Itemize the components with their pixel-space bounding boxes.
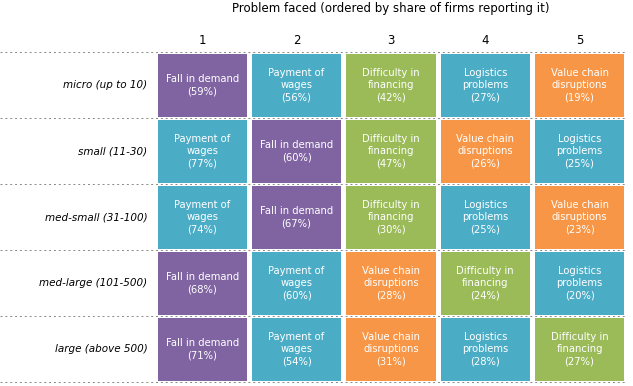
FancyBboxPatch shape <box>346 252 436 315</box>
Text: Payment of
wages
(77%): Payment of wages (77%) <box>174 134 230 168</box>
Text: Logistics
problems
(27%): Logistics problems (27%) <box>462 68 508 102</box>
FancyBboxPatch shape <box>441 252 530 315</box>
Text: 3: 3 <box>387 34 394 47</box>
Text: Fall in demand
(59%): Fall in demand (59%) <box>166 74 239 96</box>
FancyBboxPatch shape <box>252 186 341 249</box>
FancyBboxPatch shape <box>346 120 436 183</box>
Text: 2: 2 <box>293 34 300 47</box>
Text: Value chain
disruptions
(26%): Value chain disruptions (26%) <box>456 134 514 168</box>
Text: Value chain
disruptions
(23%): Value chain disruptions (23%) <box>551 200 608 234</box>
Text: Logistics
problems
(20%): Logistics problems (20%) <box>556 266 603 300</box>
FancyBboxPatch shape <box>535 186 624 249</box>
FancyBboxPatch shape <box>535 120 624 183</box>
Text: Logistics
problems
(28%): Logistics problems (28%) <box>462 332 508 366</box>
Text: Fall in demand
(68%): Fall in demand (68%) <box>166 272 239 294</box>
FancyBboxPatch shape <box>252 252 341 315</box>
FancyBboxPatch shape <box>441 120 530 183</box>
Text: Value chain
disruptions
(19%): Value chain disruptions (19%) <box>551 68 608 102</box>
Text: Logistics
problems
(25%): Logistics problems (25%) <box>556 134 603 168</box>
FancyBboxPatch shape <box>535 318 624 381</box>
FancyBboxPatch shape <box>158 54 247 117</box>
FancyBboxPatch shape <box>252 120 341 183</box>
Text: large (above 500): large (above 500) <box>54 344 147 354</box>
FancyBboxPatch shape <box>441 318 530 381</box>
FancyBboxPatch shape <box>158 318 247 381</box>
Text: med-large (101-500): med-large (101-500) <box>39 278 147 288</box>
Text: 4: 4 <box>482 34 489 47</box>
FancyBboxPatch shape <box>158 186 247 249</box>
Text: Value chain
disruptions
(31%): Value chain disruptions (31%) <box>362 332 420 366</box>
FancyBboxPatch shape <box>252 54 341 117</box>
Text: Value chain
disruptions
(28%): Value chain disruptions (28%) <box>362 266 420 300</box>
FancyBboxPatch shape <box>158 120 247 183</box>
FancyBboxPatch shape <box>441 54 530 117</box>
Text: Difficulty in
financing
(42%): Difficulty in financing (42%) <box>362 68 420 102</box>
FancyBboxPatch shape <box>535 54 624 117</box>
Text: Problem faced (ordered by share of firms reporting it): Problem faced (ordered by share of firms… <box>232 2 549 15</box>
Text: Payment of
wages
(60%): Payment of wages (60%) <box>268 266 325 300</box>
Text: med-small (31-100): med-small (31-100) <box>45 212 147 222</box>
FancyBboxPatch shape <box>158 252 247 315</box>
FancyBboxPatch shape <box>535 252 624 315</box>
Text: 1: 1 <box>199 34 206 47</box>
Text: Difficulty in
financing
(47%): Difficulty in financing (47%) <box>362 134 420 168</box>
FancyBboxPatch shape <box>346 186 436 249</box>
Text: 5: 5 <box>576 34 583 47</box>
FancyBboxPatch shape <box>252 318 341 381</box>
FancyBboxPatch shape <box>346 54 436 117</box>
Text: Difficulty in
financing
(24%): Difficulty in financing (24%) <box>456 266 514 300</box>
Text: Payment of
wages
(56%): Payment of wages (56%) <box>268 68 325 102</box>
Text: Difficulty in
financing
(27%): Difficulty in financing (27%) <box>551 332 608 366</box>
Text: Payment of
wages
(54%): Payment of wages (54%) <box>268 332 325 366</box>
FancyBboxPatch shape <box>346 318 436 381</box>
Text: Difficulty in
financing
(30%): Difficulty in financing (30%) <box>362 200 420 234</box>
Text: micro (up to 10): micro (up to 10) <box>63 80 147 90</box>
FancyBboxPatch shape <box>441 186 530 249</box>
Text: Fall in demand
(67%): Fall in demand (67%) <box>260 206 333 228</box>
Text: Payment of
wages
(74%): Payment of wages (74%) <box>174 200 230 234</box>
Text: Fall in demand
(71%): Fall in demand (71%) <box>166 338 239 360</box>
Text: small (11-30): small (11-30) <box>78 146 147 156</box>
Text: Logistics
problems
(25%): Logistics problems (25%) <box>462 200 508 234</box>
Text: Fall in demand
(60%): Fall in demand (60%) <box>260 140 333 162</box>
